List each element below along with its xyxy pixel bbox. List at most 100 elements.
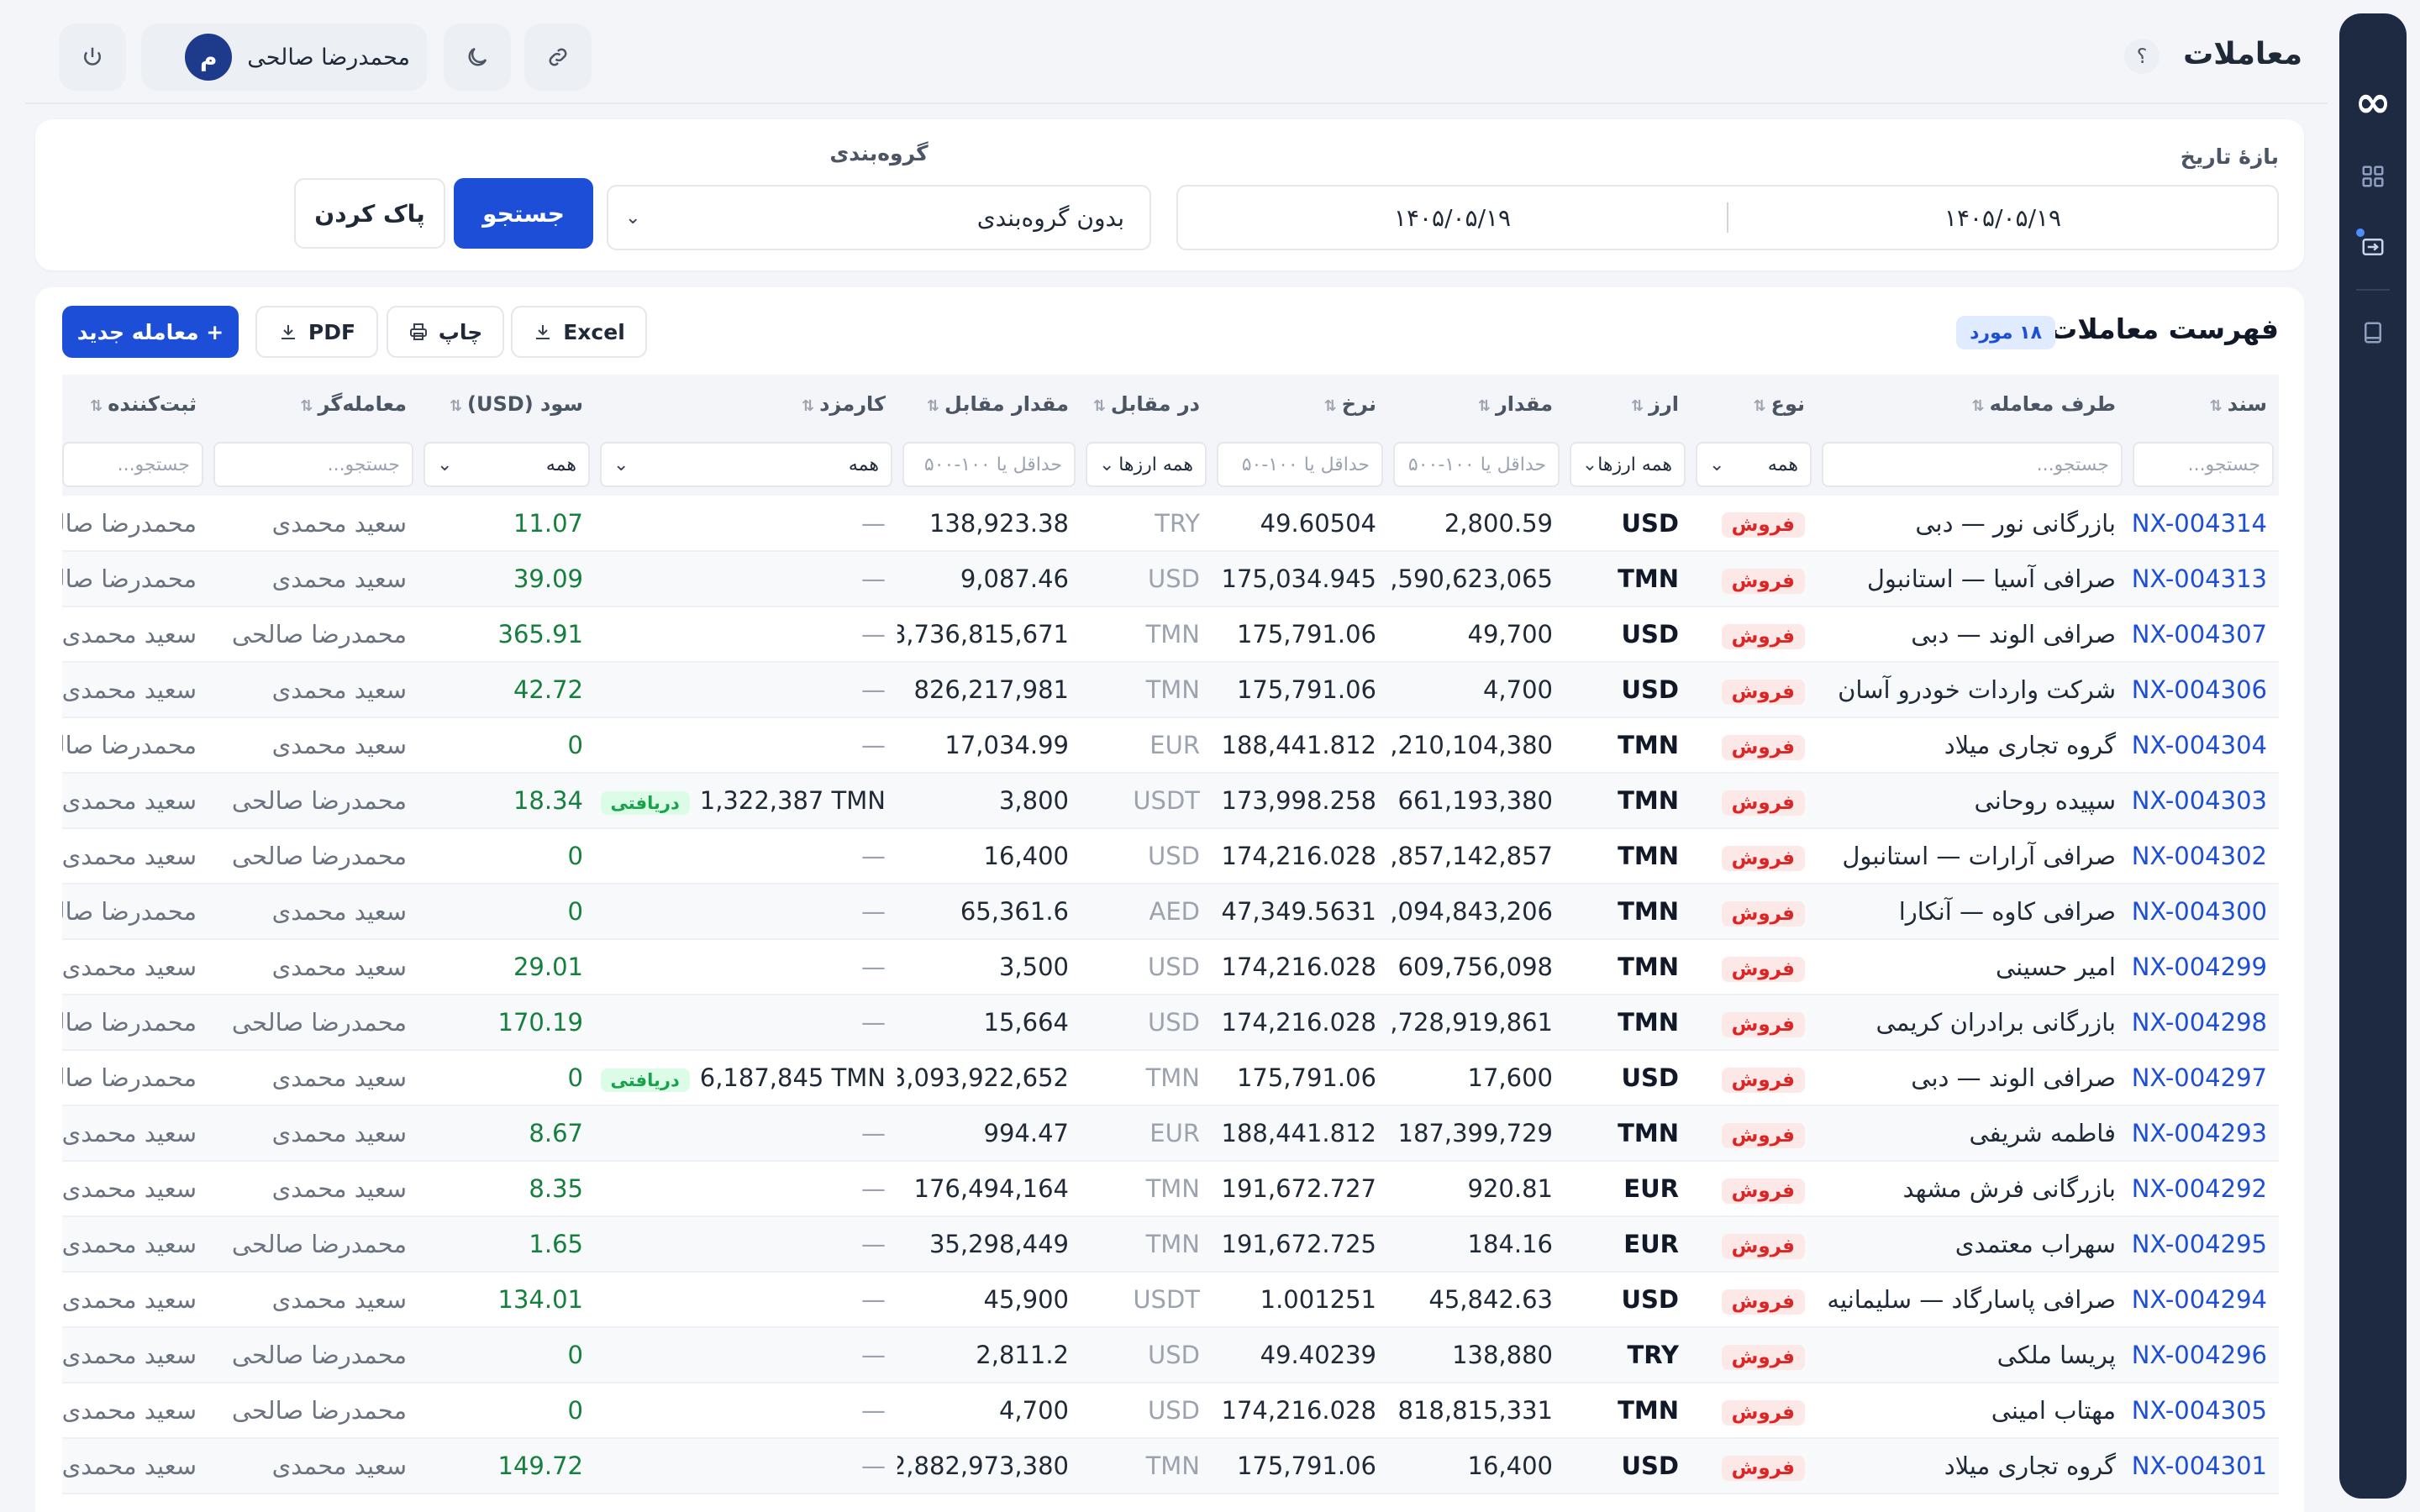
clear-button[interactable]: پاک کردن [294,178,445,249]
filter-fee[interactable]: همه ⌄ [595,433,897,496]
table-row[interactable]: NX-004296 پریسا ملکی فروش TRY 138,880 49.4023… [62,1327,2279,1383]
document-link[interactable]: NX-004296 [2128,1327,2279,1383]
table-row[interactable]: NX-004313 صرافی آسیا — استانبول فروش TMN 1,5… [62,551,2279,607]
sort-icon[interactable]: ⇅ [1753,397,1766,415]
document-link[interactable]: NX-004294 [2128,1272,2279,1328]
table-row[interactable]: NX-004294 صرافی پاسارگاد — سلیمانیه فروش US… [62,1272,2279,1328]
table-row[interactable]: NX-004306 شرکت واردات خودرو آسان فروش USD 4,… [62,662,2279,718]
column-header[interactable]: مقدار⇅ [1388,375,1565,433]
document-link[interactable]: NX-004304 [2128,717,2279,774]
book-icon[interactable] [2356,316,2390,349]
document-link[interactable]: NX-004298 [2128,995,2279,1051]
filter-counter[interactable]: همه ارزها ⌄ [1081,433,1212,496]
table-row[interactable]: NX-004299 امیر حسینی فروش TMN 609,756,098 174… [62,939,2279,995]
document-link[interactable]: NX-004306 [2128,662,2279,718]
document-link[interactable]: NX-004307 [2128,606,2279,663]
table-row[interactable]: NX-004297 صرافی الوند — دبی فروش USD 17,600 1… [62,1050,2279,1106]
sort-icon[interactable]: ⇅ [1092,397,1106,415]
date-range-input[interactable]: ۱۴۰۵/۰۵/۱۹ ۱۴۰۵/۰۵/۱۹ [1176,185,2279,250]
document-link[interactable]: NX-004297 [2128,1050,2279,1106]
document-link[interactable]: NX-004293 [2128,1105,2279,1162]
document-link[interactable]: NX-004303 [2128,773,2279,829]
table-row[interactable]: NX-004304 گروه تجاری میلاد فروش TMN 3,210,10… [62,717,2279,774]
table-row[interactable]: NX-004292 بازرگانی فرش مشهد فروش EUR 920.81 1… [62,1161,2279,1217]
link-icon[interactable] [524,24,592,91]
excel-export-button[interactable]: Excel [511,306,647,358]
grouping-select[interactable]: بدون گروه‌بندی ⌄ [607,185,1151,250]
document-link[interactable]: NX-004302 [2128,828,2279,885]
pdf-export-button[interactable]: PDF [255,306,378,358]
print-button[interactable]: چاپ [387,306,504,358]
sort-icon[interactable]: ⇅ [300,397,313,415]
filter-trader[interactable]: جستجو... [208,433,418,496]
sort-icon[interactable]: ⇅ [1971,397,1985,415]
column-header[interactable]: کارمزد⇅ [595,375,897,433]
counter-currency-cell: TMN [1081,1161,1212,1217]
document-link[interactable]: NX-004299 [2128,939,2279,995]
sort-icon[interactable]: ⇅ [926,397,940,415]
dark-mode-icon[interactable] [444,24,511,91]
date-to[interactable]: ۱۴۰۵/۰۵/۱۹ [1393,203,1512,232]
table-row[interactable]: NX-004302 صرافی آرارات — استانبول فروش TMN 2… [62,828,2279,885]
document-link[interactable]: NX-004313 [2128,551,2279,607]
table-row[interactable]: NX-004305 مهتاب امینی فروش TMN 818,815,331 17… [62,1383,2279,1439]
column-header[interactable]: نوع⇅ [1691,375,1817,433]
column-header[interactable]: سود (USD)⇅ [418,375,595,433]
filter-registrar[interactable]: جستجو... [62,433,208,496]
brand-logo-icon[interactable]: ∞ [2354,77,2391,128]
table-row[interactable]: NX-004314 بازرگانی نور — دبی فروش USD 2,800.… [62,496,2279,552]
table-row[interactable]: NX-004293 فاطمه شریفی فروش TMN 187,399,729 18… [62,1105,2279,1162]
table-row[interactable]: NX-004303 سپیده روحانی فروش TMN 661,193,380 1… [62,773,2279,829]
amount-cell: 2,800.59 [1388,496,1565,552]
column-header[interactable]: ثبت‌کننده ⇅ [62,375,208,433]
table-row[interactable]: NX-004298 بازرگانی برادران کریمی فروش TMN 2,… [62,995,2279,1051]
profit-cell: 11.07 [418,496,595,552]
type-cell: فروش [1691,773,1817,829]
filter-type[interactable]: همه ⌄ [1691,433,1817,496]
document-link-value: NX-004296 [2131,1341,2267,1369]
sort-icon[interactable]: ⇅ [802,397,815,415]
help-button[interactable]: ؟ [2124,39,2160,74]
filter-profit[interactable]: همه ⌄ [418,433,595,496]
received-badge: دریافتی [600,791,690,815]
document-link[interactable]: NX-004300 [2128,884,2279,940]
sort-icon[interactable]: ⇅ [1323,397,1337,415]
table-row[interactable]: NX-004300 صرافی کاوه — آنکارا فروش TMN 3,094… [62,884,2279,940]
document-link[interactable]: NX-004301 [2128,1438,2279,1494]
table-row[interactable]: NX-004301 گروه تجاری میلاد فروش USD 16,400 17… [62,1438,2279,1494]
document-link[interactable]: NX-004292 [2128,1161,2279,1217]
sort-icon[interactable]: ⇅ [449,397,463,415]
table-scroll-area[interactable]: سند⇅ طرف معامله⇅ نوع⇅ ارز⇅ مقدار⇅ نرخ⇅ در مقاب… [62,375,2279,1512]
sort-icon[interactable]: ⇅ [90,397,103,415]
filter-rate[interactable]: حداقل یا ۱۰۰-۵۰ [1212,433,1388,496]
sort-icon[interactable]: ⇅ [1631,397,1644,415]
table-row[interactable]: NX-004307 صرافی الوند — دبی فروش USD 49,700 1… [62,606,2279,663]
filter-currency[interactable]: همه ارزها ⌄ [1565,433,1691,496]
filter-counter-amount[interactable]: حداقل یا ۱۰۰-۵۰۰ [897,433,1081,496]
filter-amount[interactable]: حداقل یا ۱۰۰-۵۰۰ [1388,433,1565,496]
power-icon[interactable] [59,24,126,91]
sort-icon[interactable]: ⇅ [2209,397,2223,415]
date-from[interactable]: ۱۴۰۵/۰۵/۱۹ [1944,203,2062,232]
new-trade-button[interactable]: + معامله جدید [62,306,239,358]
document-link[interactable]: NX-004305 [2128,1383,2279,1439]
document-link[interactable]: NX-004314 [2128,496,2279,552]
filter-party[interactable]: جستجو... [1817,433,2128,496]
user-menu[interactable]: محمدرضا صالحی م [141,24,427,91]
table-row[interactable]: NX-004295 سهراب معتمدی فروش EUR 184.16 191,67… [62,1216,2279,1273]
column-header[interactable]: مقدار مقابل⇅ [897,375,1081,433]
dashboard-icon[interactable] [2356,160,2390,193]
filter-doc[interactable]: جستجو... [2128,433,2279,496]
fee-value: — [861,731,886,759]
column-header[interactable]: سند⇅ [2128,375,2279,433]
column-header[interactable]: معامله‌گر ⇅ [208,375,418,433]
sort-icon[interactable]: ⇅ [1477,397,1491,415]
column-header[interactable]: نرخ⇅ [1212,375,1388,433]
column-header[interactable]: در مقابل⇅ [1081,375,1212,433]
search-button[interactable]: جستجو [454,178,593,249]
trader-cell: محمدرضا صالحی [208,773,418,829]
column-header[interactable]: طرف معامله⇅ [1817,375,2128,433]
column-header[interactable]: ارز ⇅ [1565,375,1691,433]
document-link[interactable]: NX-004295 [2128,1216,2279,1273]
trades-icon[interactable] [2356,228,2390,264]
